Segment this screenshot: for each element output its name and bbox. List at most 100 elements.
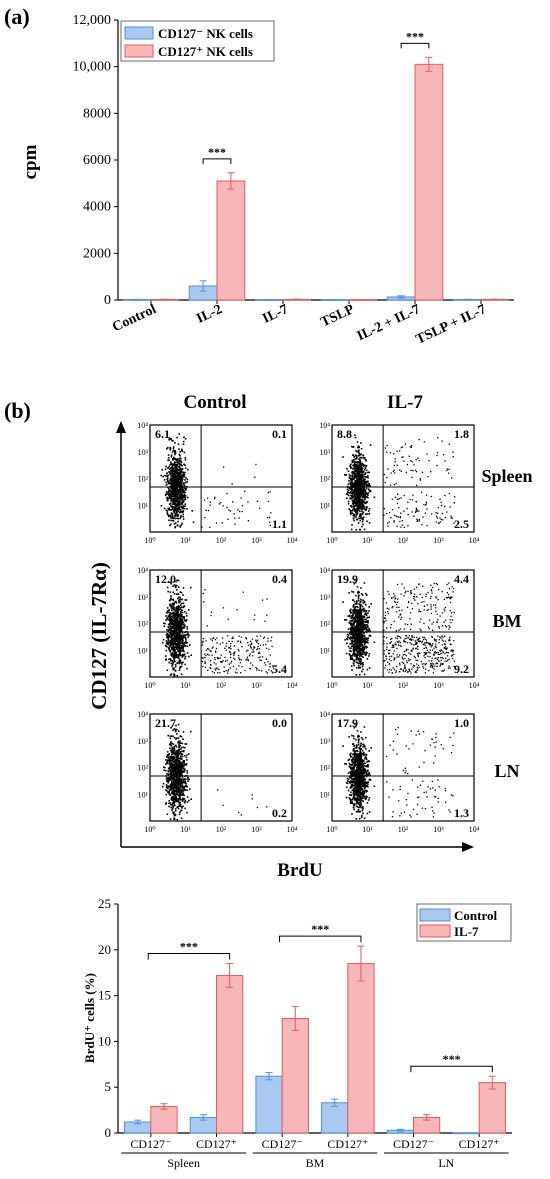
flow-dot bbox=[177, 477, 180, 479]
flow-dot bbox=[418, 583, 420, 585]
flow-dot bbox=[384, 664, 387, 666]
flow-dot bbox=[178, 476, 181, 478]
flow-dot bbox=[202, 592, 204, 595]
flow-dot bbox=[362, 653, 364, 655]
flow-dot bbox=[361, 639, 363, 641]
flow-dot bbox=[408, 455, 410, 457]
flow-dot bbox=[178, 460, 180, 463]
flow-dot bbox=[414, 596, 416, 598]
flow-dot bbox=[211, 639, 213, 642]
flow-dot bbox=[450, 615, 452, 617]
flow-dot bbox=[182, 594, 184, 596]
flow-dot bbox=[358, 658, 360, 661]
flow-dot bbox=[178, 609, 180, 611]
flow-dot bbox=[450, 649, 452, 652]
flow-dot bbox=[368, 510, 370, 512]
flow-dot bbox=[173, 629, 176, 632]
flow-dot bbox=[397, 583, 399, 586]
x-tick-label: IL-7 bbox=[260, 302, 290, 327]
flow-dot bbox=[347, 470, 350, 472]
flow-dot bbox=[178, 466, 180, 468]
flow-dot bbox=[452, 653, 455, 656]
flow-dot bbox=[342, 456, 344, 458]
flow-dot bbox=[358, 504, 361, 506]
flow-dot bbox=[446, 647, 448, 649]
flow-dot bbox=[179, 509, 182, 511]
flow-dot bbox=[360, 466, 363, 468]
flow-dot bbox=[363, 493, 366, 496]
flow-dot bbox=[431, 636, 433, 638]
flow-dot bbox=[224, 670, 226, 673]
flow-dot bbox=[439, 653, 441, 656]
flow-dot bbox=[353, 655, 356, 657]
flow-dot bbox=[396, 654, 398, 656]
flow-dot bbox=[237, 509, 239, 511]
flow-dot bbox=[179, 455, 181, 457]
flow-dot bbox=[417, 645, 419, 648]
flow-dot bbox=[362, 620, 365, 623]
flow-dot bbox=[269, 516, 271, 519]
flow-dot bbox=[444, 610, 446, 612]
flow-dot bbox=[429, 643, 432, 646]
flow-dot bbox=[177, 606, 180, 609]
flow-dot bbox=[172, 459, 174, 461]
flow-dot bbox=[392, 653, 394, 655]
flow-dot bbox=[414, 643, 416, 645]
flow-dot bbox=[170, 582, 172, 585]
flow-dot bbox=[177, 520, 179, 523]
flow-dot bbox=[181, 643, 184, 645]
flow-dot bbox=[171, 517, 174, 520]
flow-x-tick-label: 10³ bbox=[251, 536, 262, 545]
flow-dot bbox=[423, 647, 425, 650]
flow-dot bbox=[166, 646, 168, 648]
flow-dot bbox=[256, 641, 258, 644]
flow-dot bbox=[366, 501, 368, 504]
flow-dot bbox=[350, 647, 352, 649]
flow-dot bbox=[352, 446, 355, 448]
flow-dot bbox=[404, 623, 406, 625]
flow-dot bbox=[350, 617, 352, 619]
flow-dot bbox=[217, 672, 219, 674]
flow-dot bbox=[184, 599, 187, 601]
flow-dot bbox=[354, 649, 357, 652]
flow-dot bbox=[350, 485, 353, 487]
flow-dot bbox=[404, 670, 406, 673]
flow-dot bbox=[367, 477, 369, 479]
flow-dot bbox=[171, 473, 173, 476]
flow-dot bbox=[432, 643, 434, 645]
flow-dot bbox=[390, 660, 392, 662]
flow-dot bbox=[178, 662, 181, 665]
flow-dot bbox=[363, 638, 366, 641]
flow-dot bbox=[173, 463, 176, 466]
flow-dot bbox=[172, 619, 175, 622]
flow-dot bbox=[430, 646, 432, 648]
flow-dot bbox=[173, 606, 175, 608]
flow-dot bbox=[353, 469, 356, 472]
flow-dot bbox=[179, 619, 181, 622]
flow-dot bbox=[180, 602, 183, 605]
flow-dot bbox=[204, 660, 206, 663]
flow-dot bbox=[344, 474, 346, 476]
flow-dot bbox=[178, 608, 180, 611]
flow-dot bbox=[386, 643, 388, 645]
flow-dot bbox=[175, 607, 177, 609]
flow-dot bbox=[352, 599, 354, 601]
flow-dot bbox=[175, 469, 177, 471]
flow-dot bbox=[353, 660, 356, 663]
flow-dot bbox=[212, 637, 214, 640]
flow-dot bbox=[353, 649, 356, 651]
flow-dot bbox=[368, 508, 371, 510]
flow-dot bbox=[176, 620, 179, 623]
flow-dot bbox=[352, 649, 355, 651]
flow-dot bbox=[184, 495, 187, 497]
flow-dot bbox=[358, 591, 360, 594]
flow-dot bbox=[368, 471, 370, 474]
flow-dot bbox=[165, 509, 168, 512]
flow-dot bbox=[407, 601, 410, 604]
flow-dot bbox=[395, 601, 397, 604]
flow-dot bbox=[240, 659, 243, 661]
flow-dot bbox=[173, 607, 175, 610]
flow-dot bbox=[404, 443, 406, 445]
flow-dot bbox=[436, 658, 439, 661]
flow-dot bbox=[365, 481, 367, 484]
